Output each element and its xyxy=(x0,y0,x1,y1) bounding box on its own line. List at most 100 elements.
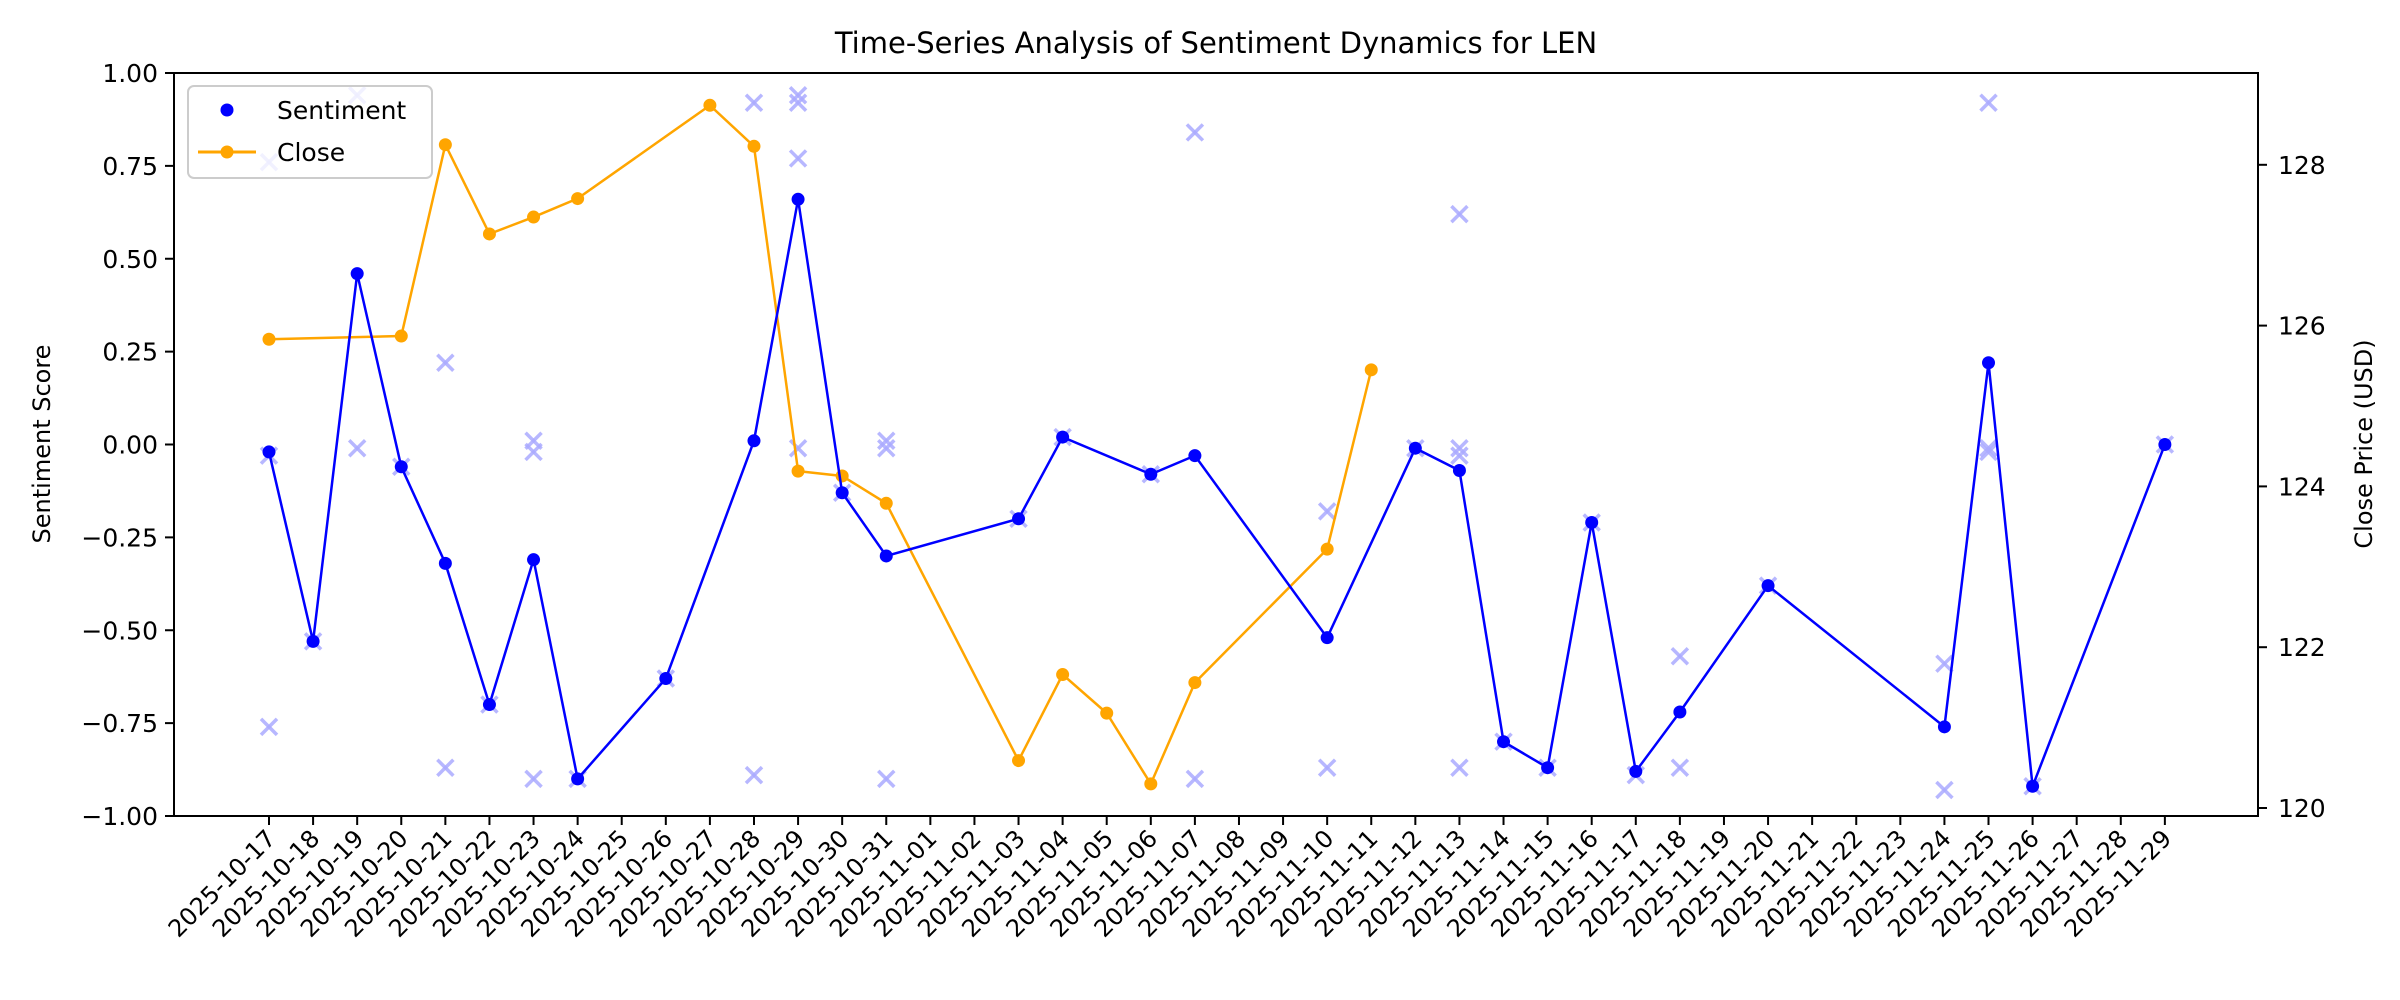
y2-tick-label: 122 xyxy=(2278,633,2326,662)
score-x-marker-icon xyxy=(1450,758,1469,777)
score-x-marker-icon xyxy=(788,438,808,458)
legend: Sentiment Close xyxy=(187,85,433,179)
score-x-marker-icon xyxy=(1935,780,1954,800)
close-line xyxy=(268,103,1373,787)
close-point xyxy=(571,192,585,206)
sentiment-point xyxy=(747,434,761,448)
close-point xyxy=(482,227,496,241)
score-x-marker-icon xyxy=(1670,758,1690,777)
y-tick-label: −1.00 xyxy=(81,802,158,831)
close-point xyxy=(262,332,276,346)
x-axis: 2025-10-172025-10-182025-10-192025-10-20… xyxy=(163,816,2177,943)
score-x-marker-icon xyxy=(1317,502,1337,521)
y-tick-label: 0.00 xyxy=(102,431,158,460)
y2-tick-label: 128 xyxy=(2278,151,2326,180)
score-x-marker-icon xyxy=(788,149,808,168)
right-y-axis: 128 126 124 122 120 xyxy=(2258,151,2326,823)
score-x-marker-icon xyxy=(1979,93,1998,112)
close-point xyxy=(835,469,849,483)
sentiment-point xyxy=(527,553,541,567)
score-x-marker-icon xyxy=(1450,438,1469,458)
sentiment-point xyxy=(1188,449,1202,463)
sentiment-point xyxy=(482,698,496,712)
y2-tick-label: 120 xyxy=(2278,794,2326,823)
score-x-marker-icon xyxy=(1185,769,1205,789)
sentiment-point xyxy=(1629,764,1643,778)
y-tick-label: 0.75 xyxy=(102,152,158,181)
legend-box xyxy=(187,85,433,179)
sentiment-series xyxy=(262,192,2172,793)
score-x-marker-icon xyxy=(1185,123,1205,142)
sentiment-point xyxy=(394,460,408,474)
y-tick-label: 1.00 xyxy=(102,59,158,88)
chart-title: Time-Series Analysis of Sentiment Dynami… xyxy=(834,26,1597,60)
score-x-marker-icon xyxy=(744,765,764,785)
y-tick-label: −0.25 xyxy=(81,523,158,552)
close-point xyxy=(394,329,408,343)
close-point xyxy=(1056,668,1070,682)
close-point xyxy=(791,464,805,478)
score-x-marker-icon xyxy=(877,769,896,789)
score-x-marker-icon xyxy=(1935,654,1954,673)
sentiment-point xyxy=(1144,467,1158,481)
y2-tick-label: 126 xyxy=(2278,312,2326,341)
score-x-marker-icon xyxy=(436,758,455,777)
score-x-marker-icon xyxy=(1670,647,1690,666)
sentiment-line xyxy=(267,199,2167,787)
score-x-marker-icon xyxy=(524,442,543,462)
y-tick-label: −0.50 xyxy=(81,616,158,645)
sentiment-point xyxy=(262,445,276,459)
sentiment-point xyxy=(571,772,585,786)
close-point xyxy=(1012,754,1026,768)
legend-sentiment-marker-icon xyxy=(220,103,234,117)
score-x-marker-icon xyxy=(788,93,808,112)
sentiment-point xyxy=(1937,720,1951,734)
legend-sentiment-label: Sentiment xyxy=(277,96,406,125)
sentiment-point xyxy=(1056,430,1070,444)
sentiment-point xyxy=(1982,356,1996,370)
sentiment-point xyxy=(350,267,364,281)
y-tick-label: −0.75 xyxy=(81,709,158,738)
score-x-marker-icon xyxy=(1979,442,1998,462)
sentiment-point xyxy=(1673,705,1687,719)
close-point xyxy=(1320,542,1334,556)
close-point xyxy=(1364,363,1378,377)
sentiment-point xyxy=(1541,761,1555,775)
sentiment-point xyxy=(879,549,893,563)
sentiment-point xyxy=(1585,516,1599,530)
score-x-marker-icon xyxy=(1979,438,1998,458)
legend-close-marker-icon xyxy=(220,145,234,159)
close-point xyxy=(879,496,893,510)
close-series xyxy=(262,98,1378,791)
y2-axis-label: Close Price (USD) xyxy=(2350,339,2378,548)
sentiment-point xyxy=(1408,441,1422,455)
sentiment-point xyxy=(2158,438,2172,451)
sentiment-point xyxy=(1497,735,1511,749)
close-point xyxy=(1144,777,1158,791)
close-point xyxy=(703,98,717,112)
close-point xyxy=(1188,676,1202,690)
y2-tick-label: 124 xyxy=(2278,472,2326,501)
score-x-marker-icon xyxy=(1450,446,1469,465)
close-point xyxy=(1100,706,1114,720)
y-axis-label: Sentiment Score xyxy=(28,345,56,544)
score-x-marker-icon xyxy=(877,431,896,451)
y-tick-label: 0.50 xyxy=(102,245,158,274)
left-y-axis: 1.00 0.75 0.50 0.25 0.00 −0.25 −0.50 −0.75 −1.00 xyxy=(81,59,174,831)
score-x-marker-icon xyxy=(524,769,543,789)
individual-scores-layer xyxy=(259,86,2175,800)
sentiment-point xyxy=(659,672,673,686)
close-point xyxy=(747,139,761,153)
score-x-marker-icon xyxy=(436,353,455,373)
score-x-marker-icon xyxy=(1317,758,1337,777)
y-tick-label: 0.25 xyxy=(102,338,158,367)
sentiment-point xyxy=(2026,779,2040,793)
sentiment-point xyxy=(306,634,320,648)
sentiment-point xyxy=(1320,631,1334,645)
score-x-marker-icon xyxy=(788,86,808,105)
score-x-marker-icon xyxy=(877,438,896,458)
score-x-marker-icon xyxy=(259,717,279,737)
close-point xyxy=(527,210,541,224)
sentiment-point xyxy=(438,556,452,570)
